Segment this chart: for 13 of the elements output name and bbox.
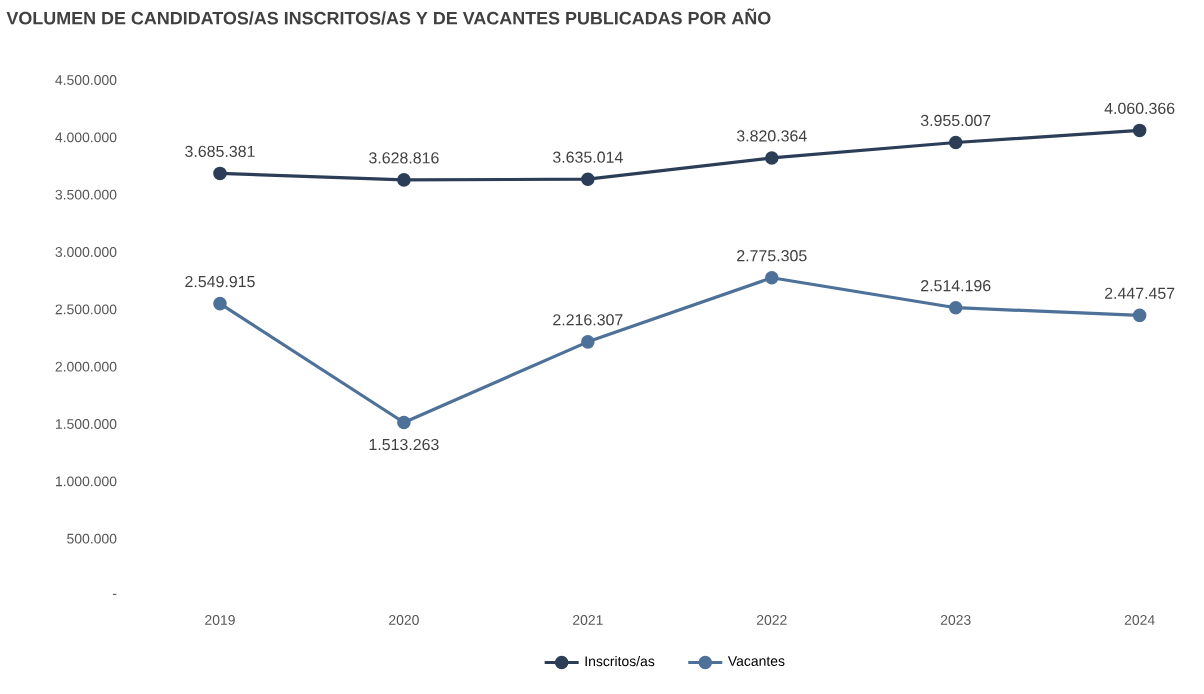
point — [1132, 308, 1147, 323]
point — [581, 172, 595, 186]
point — [213, 296, 227, 311]
chart-title: VOLUMEN DE CANDIDATOS/AS INSCRITOS/AS Y DE VACANTES PUBLICADAS POR AÑO — [6, 8, 771, 25]
point — [581, 335, 595, 349]
point — [948, 135, 963, 150]
point — [948, 300, 963, 315]
point — [397, 415, 411, 430]
point — [1132, 123, 1147, 138]
point — [765, 151, 779, 165]
point — [765, 270, 779, 285]
point — [213, 166, 227, 181]
point — [397, 173, 411, 187]
